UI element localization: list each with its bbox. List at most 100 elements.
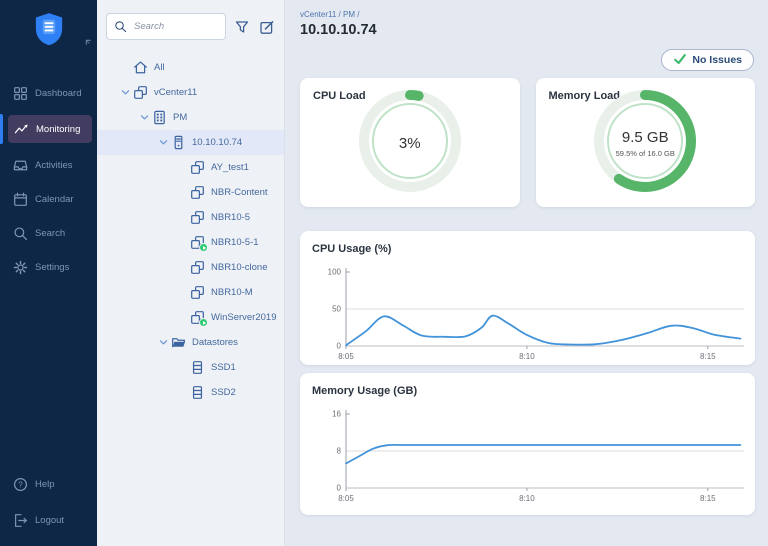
tree-node-label: Datastores <box>192 337 238 348</box>
search-box[interactable] <box>106 13 226 40</box>
vm-icon <box>190 185 205 200</box>
chart-title: Memory Usage (GB) <box>312 385 418 397</box>
chevron-down-icon[interactable] <box>157 337 170 348</box>
gauge-title: CPU Load <box>313 90 366 102</box>
gauge-title: Memory Load <box>548 90 621 102</box>
svg-text:100: 100 <box>328 268 342 277</box>
sidebar-item-settings[interactable]: Settings <box>0 255 97 279</box>
inventory-tree: All vCenter11 PM 10.10.10.74 AY_test1 NBR-Con… <box>97 55 284 405</box>
vm-icon <box>190 260 205 275</box>
tree-node-ssd2[interactable]: SSD2 <box>97 380 284 405</box>
sidebar-item-activities[interactable]: Activities <box>0 153 97 177</box>
svg-text:0: 0 <box>337 342 342 351</box>
sidebar-item-calendar[interactable]: Calendar <box>0 187 97 211</box>
tree-actions <box>234 19 275 35</box>
tree-node-all[interactable]: All <box>97 55 284 80</box>
tree-node-ay-test1[interactable]: AY_test1 <box>97 155 284 180</box>
tree-node-ssd1[interactable]: SSD1 <box>97 355 284 380</box>
sidebar-item-logout[interactable]: Logout <box>0 508 97 532</box>
sidebar-item-monitoring[interactable]: Monitoring <box>0 114 92 144</box>
chevron-down-icon[interactable] <box>119 87 132 98</box>
sidebar-nav: Dashboard Monitoring Activities Calendar Sea… <box>0 81 97 279</box>
gauge-center-text: 3% <box>354 85 466 202</box>
charts-column: CPU Usage (%) 0 50 100 8:05 8:10 8:15 Memory Us… <box>300 231 755 515</box>
line-chart-svg: 0 50 100 8:05 8:10 8:15 <box>328 268 744 361</box>
tree-node-label: AY_test1 <box>211 162 249 173</box>
tree-node-label: NBR10-5 <box>211 212 251 223</box>
sidebar-item-label: Monitoring <box>36 123 81 135</box>
filter-icon[interactable] <box>234 19 250 35</box>
chevron-down-icon[interactable] <box>157 137 170 148</box>
gauge-value: 3% <box>398 135 421 152</box>
svg-text:8:10: 8:10 <box>519 352 535 361</box>
svg-text:16: 16 <box>332 410 341 419</box>
tree-node-label: NBR-Content <box>211 187 268 198</box>
tree-node-nbr10-clone[interactable]: NBR10-clone <box>97 255 284 280</box>
no-issues-button[interactable]: No Issues <box>661 49 754 71</box>
svg-text:8:05: 8:05 <box>338 494 354 503</box>
folder-icon <box>171 335 186 350</box>
sidebar-item-dashboard[interactable]: Dashboard <box>0 81 97 105</box>
app-logo <box>0 0 97 51</box>
svg-text:8:15: 8:15 <box>700 352 716 361</box>
page-title: 10.10.10.74 <box>300 22 377 38</box>
sidebar-footer-nav: ? Help Logout <box>0 472 97 546</box>
svg-text:8:10: 8:10 <box>519 494 535 503</box>
host-icon <box>152 110 167 125</box>
help-icon: ? <box>13 477 28 492</box>
tree-node-nbr10-5-1[interactable]: NBR10-5-1 <box>97 230 284 255</box>
tree-node-label: NBR10-clone <box>211 262 268 273</box>
tree-node-nbr10-m[interactable]: NBR10-M <box>97 280 284 305</box>
tree-node-datastores[interactable]: Datastores <box>97 330 284 355</box>
sidebar-item-search[interactable]: Search <box>0 221 97 245</box>
activities-icon <box>13 158 28 173</box>
datastore-icon <box>190 385 205 400</box>
tree-node-pm[interactable]: PM <box>97 105 284 130</box>
dashboard-icon <box>13 86 28 101</box>
svg-text:50: 50 <box>332 305 341 314</box>
tree-node-nbr-content[interactable]: NBR-Content <box>97 180 284 205</box>
sidebar-item-label: Dashboard <box>35 87 82 99</box>
vm-icon <box>190 310 208 327</box>
sidebar-item-label: Logout <box>35 514 65 526</box>
sidebar-item-label: Settings <box>35 261 70 273</box>
gauge-card-cpu-load: CPU Load 3% <box>300 78 520 207</box>
svg-text:?: ? <box>18 480 23 489</box>
search-row <box>97 13 284 40</box>
donut-chart <box>594 90 697 192</box>
sidebar-item-help[interactable]: ? Help <box>0 472 97 496</box>
donut-chart <box>358 90 461 192</box>
main-content: vCenter11 / PM / 10.10.10.74 No Issues C… <box>285 0 768 546</box>
tree-node-label: PM <box>173 112 188 123</box>
svg-text:8: 8 <box>337 447 342 456</box>
edit-icon[interactable] <box>259 19 275 35</box>
svg-text:8:05: 8:05 <box>338 352 354 361</box>
monitoring-icon <box>14 122 29 137</box>
sidebar-item-label: Calendar <box>35 193 74 205</box>
home-icon <box>133 60 148 75</box>
sidebar-item-label: Activities <box>35 159 73 171</box>
sidebar: Dashboard Monitoring Activities Calendar Sea… <box>0 0 97 546</box>
collapse-sidebar-icon[interactable] <box>85 39 92 46</box>
chart-title: CPU Usage (%) <box>312 243 392 255</box>
tree-node-label: WinServer2019 <box>211 312 277 323</box>
donut-gauge: 9.5 GB 59.5% of 16.0 GB <box>589 85 701 202</box>
tree-node-nbr10-5[interactable]: NBR10-5 <box>97 205 284 230</box>
tree-node-label: SSD1 <box>211 362 236 373</box>
tree-search-input[interactable] <box>132 20 218 33</box>
chart-card-cpu-usage: CPU Usage (%) 0 50 100 8:05 8:10 8:15 <box>300 231 755 365</box>
check-icon <box>673 52 687 69</box>
vm-icon <box>190 285 205 300</box>
logout-icon <box>13 513 28 528</box>
sidebar-item-label: Search <box>35 227 66 239</box>
tree-node-10-10-10-74[interactable]: 10.10.10.74 <box>97 130 284 155</box>
tree-node-label: 10.10.10.74 <box>192 137 243 148</box>
tree-node-label: NBR10-M <box>211 287 253 298</box>
tree-node-winserver2019[interactable]: WinServer2019 <box>97 305 284 330</box>
gauge-subtext: 59.5% of 16.0 GB <box>615 149 675 158</box>
gauge-row: CPU Load 3% Memory Load 9.5 GB 59.5% of 16… <box>300 78 755 207</box>
breadcrumb[interactable]: vCenter11 / PM / <box>300 10 360 19</box>
tree-node-label: All <box>154 62 165 73</box>
tree-node-vcenter11[interactable]: vCenter11 <box>97 80 284 105</box>
chevron-down-icon[interactable] <box>138 112 151 123</box>
